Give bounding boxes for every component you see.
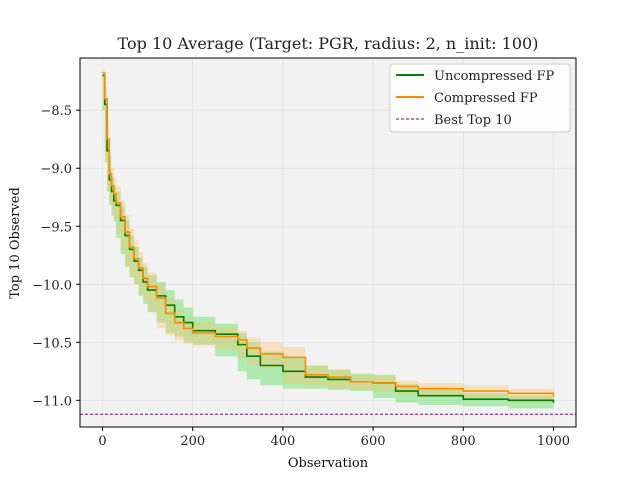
y-tick-label: −10.5 xyxy=(32,336,72,351)
x-tick-label: 400 xyxy=(270,434,295,449)
chart-title: Top 10 Average (Target: PGR, radius: 2, … xyxy=(118,34,539,53)
legend-label-compressed: Compressed FP xyxy=(434,91,538,106)
y-axis-label: Top 10 Observed xyxy=(8,187,23,299)
band-uncompressed xyxy=(102,73,554,409)
y-tick-label: −9.0 xyxy=(40,162,72,177)
y-tick-label: −8.5 xyxy=(40,104,72,119)
y-tick-label: −9.5 xyxy=(40,220,72,235)
plot-frame xyxy=(79,57,577,428)
confidence-bands xyxy=(102,70,554,409)
legend-box xyxy=(389,63,571,133)
x-axis-ticks: 0 200 400 600 800 1000 xyxy=(98,427,570,449)
legend-label-best-top-10: Best Top 10 xyxy=(434,113,512,128)
x-axis-label: Observation xyxy=(288,456,369,471)
y-tick-label: −11.0 xyxy=(32,394,72,409)
line-compressed xyxy=(102,72,555,397)
x-tick-label: 200 xyxy=(180,434,205,449)
legend-label-uncompressed: Uncompressed FP xyxy=(434,69,555,84)
x-tick-label: 1000 xyxy=(537,434,570,449)
x-tick-label: 600 xyxy=(361,434,386,449)
y-tick-label: −10.0 xyxy=(32,278,72,293)
legend: Uncompressed FP Compressed FP Best Top 1… xyxy=(389,63,571,133)
y-axis-ticks: −8.5 −9.0 −9.5 −10.0 −10.5 −11.0 xyxy=(32,104,80,409)
x-tick-label: 800 xyxy=(451,434,476,449)
series-lines xyxy=(102,72,555,403)
x-tick-label: 0 xyxy=(98,434,106,449)
